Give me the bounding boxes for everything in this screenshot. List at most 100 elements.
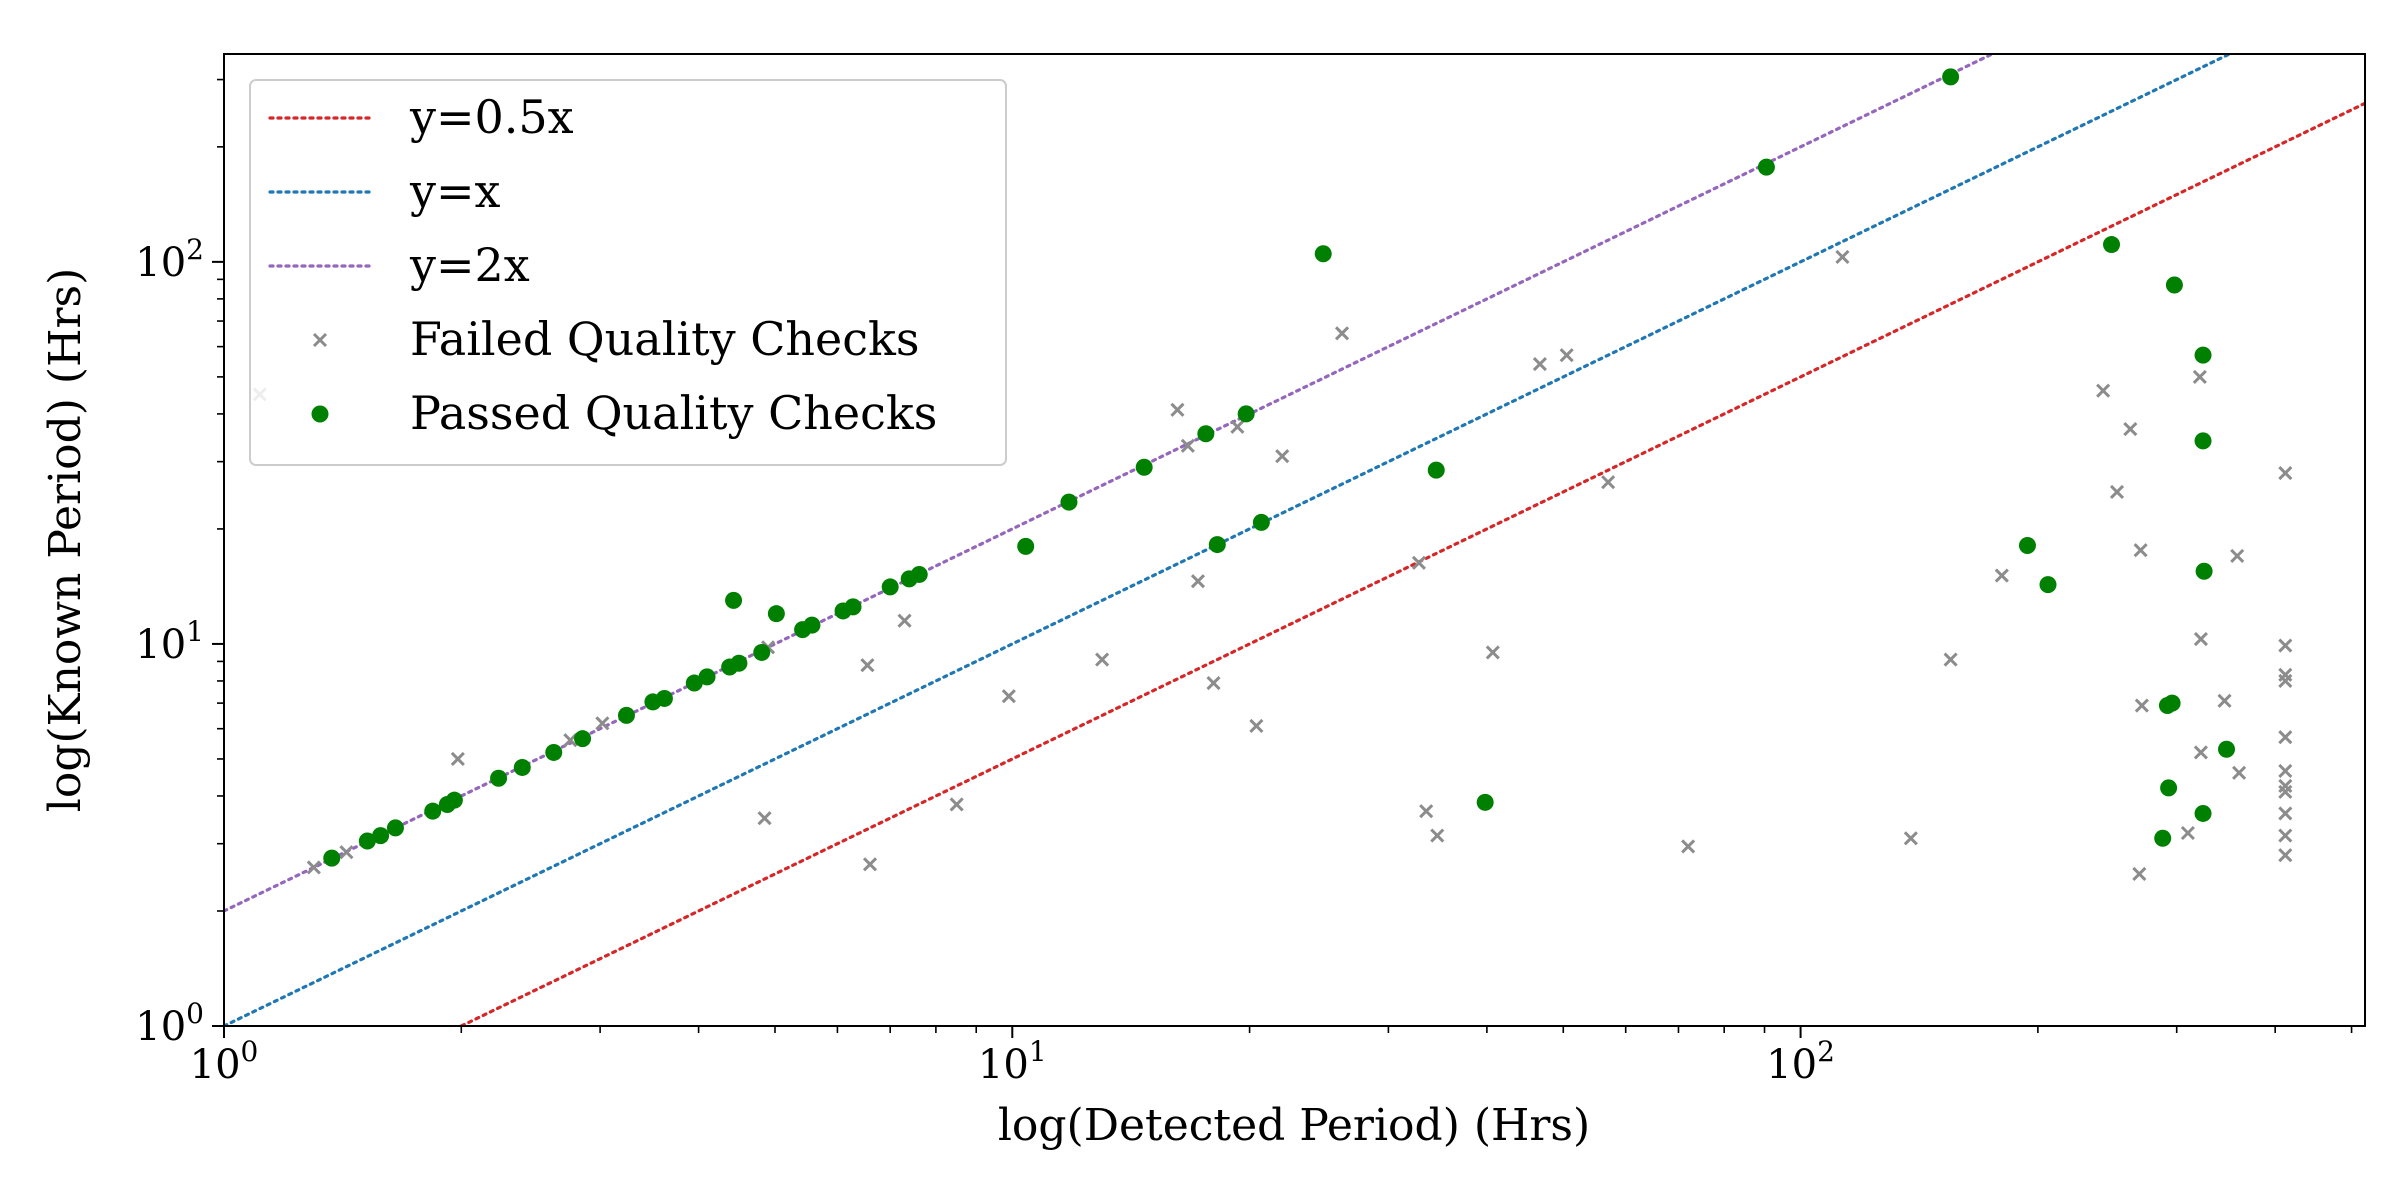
passed-point bbox=[910, 565, 928, 583]
passed-point bbox=[1208, 536, 1226, 554]
failed-point bbox=[2278, 778, 2293, 793]
legend: y=0.5x y=x y=2x Failed Quality Checks Passed… bbox=[249, 79, 1007, 466]
passed-point bbox=[2194, 804, 2212, 822]
passed-point bbox=[803, 616, 821, 634]
failed-point bbox=[1532, 357, 1547, 372]
failed-point bbox=[2232, 765, 2247, 780]
passed-point bbox=[698, 668, 716, 686]
x-axis-label: log(Detected Period) (Hrs) bbox=[998, 1100, 1590, 1151]
failed-point bbox=[1180, 438, 1195, 453]
failed-point bbox=[2230, 548, 2245, 563]
failed-point bbox=[563, 733, 578, 748]
passed-point bbox=[2165, 276, 2183, 294]
failed-point bbox=[1903, 831, 1918, 846]
legend-label: Passed Quality Checks bbox=[410, 386, 937, 440]
failed-point bbox=[450, 751, 465, 767]
failed-point bbox=[2278, 828, 2293, 843]
passed-point bbox=[1060, 493, 1078, 511]
passed-point bbox=[2218, 740, 2236, 758]
legend-label: y=2x bbox=[409, 238, 530, 292]
failed-point bbox=[2193, 631, 2208, 647]
failed-point bbox=[1835, 249, 1850, 265]
failed-point bbox=[2133, 543, 2148, 558]
passed-point bbox=[574, 730, 592, 748]
passed-point bbox=[2160, 779, 2178, 797]
failed-point bbox=[862, 857, 878, 872]
failed-point bbox=[897, 613, 912, 628]
passed-point bbox=[2154, 829, 2172, 847]
failed-point bbox=[1994, 568, 2009, 583]
failed-point bbox=[2096, 383, 2111, 398]
x-tick-label: 100 bbox=[190, 1035, 259, 1088]
passed-point bbox=[513, 758, 531, 776]
passed-point bbox=[1476, 793, 1494, 811]
failed-point bbox=[306, 860, 321, 875]
legend-label: y=x bbox=[409, 164, 501, 218]
failed-point bbox=[2123, 422, 2138, 437]
legend-passed-marker bbox=[311, 405, 329, 423]
passed-point bbox=[2018, 536, 2036, 554]
y-axis-label: log(Known Period) (Hrs) bbox=[40, 268, 91, 812]
passed-point bbox=[2194, 346, 2212, 364]
scatter-points bbox=[252, 68, 2293, 882]
failed-point bbox=[1411, 555, 1427, 570]
failed-point bbox=[2278, 848, 2293, 863]
passed-point bbox=[445, 791, 463, 809]
failed-point bbox=[1430, 828, 1445, 843]
passed-point bbox=[685, 674, 703, 692]
failed-point bbox=[2278, 466, 2293, 481]
failed-point bbox=[339, 845, 354, 860]
failed-point bbox=[2132, 866, 2147, 882]
passed-point bbox=[372, 827, 390, 845]
passed-point bbox=[2163, 694, 2181, 712]
failed-point bbox=[2278, 638, 2293, 653]
failed-point bbox=[595, 716, 610, 731]
failed-point bbox=[2192, 369, 2207, 384]
legend-label: y=0.5x bbox=[409, 90, 574, 144]
failed-point bbox=[1681, 839, 1696, 854]
failed-point bbox=[1230, 419, 1245, 434]
failed-point bbox=[2109, 484, 2125, 499]
passed-point bbox=[1017, 537, 1035, 555]
y-tick-label: 102 bbox=[135, 233, 204, 286]
passed-point bbox=[617, 706, 635, 724]
reference-line-0 bbox=[457, 101, 2365, 1026]
failed-point bbox=[2278, 806, 2293, 821]
failed-point bbox=[1943, 652, 1958, 667]
passed-point bbox=[1252, 513, 1270, 531]
passed-point bbox=[1757, 158, 1775, 176]
passed-point bbox=[2195, 562, 2213, 580]
passed-point bbox=[655, 689, 673, 707]
plot-frame bbox=[223, 53, 2366, 1027]
passed-point bbox=[767, 605, 785, 623]
failed-point bbox=[1334, 326, 1350, 341]
axis-ticks: 100 101 102 100 101 102 bbox=[135, 78, 2353, 1088]
reference-line-1 bbox=[224, 54, 2234, 1026]
passed-point bbox=[1237, 405, 1255, 423]
failed-point bbox=[2278, 667, 2293, 682]
passed-point bbox=[2194, 432, 2212, 450]
failed-point bbox=[1206, 675, 1221, 691]
passed-point bbox=[1314, 245, 1332, 263]
passed-point bbox=[490, 769, 508, 787]
passed-point bbox=[725, 591, 743, 609]
passed-point bbox=[323, 849, 341, 867]
failed-point bbox=[1249, 718, 1264, 734]
failed-point bbox=[1190, 574, 1206, 589]
legend-label: Failed Quality Checks bbox=[410, 312, 920, 366]
failed-point bbox=[1170, 402, 1185, 417]
failed-point bbox=[1559, 348, 1574, 363]
failed-point bbox=[1095, 652, 1110, 667]
passed-point bbox=[1197, 425, 1215, 443]
y-tick-label: 100 bbox=[135, 997, 204, 1050]
failed-point bbox=[860, 658, 875, 673]
x-tick-label: 101 bbox=[978, 1035, 1047, 1088]
failed-point bbox=[1419, 804, 1434, 819]
failed-point bbox=[1485, 645, 1500, 660]
passed-point bbox=[424, 802, 442, 820]
failed-point bbox=[1601, 475, 1616, 490]
failed-point bbox=[949, 797, 964, 812]
passed-point bbox=[545, 743, 563, 761]
passed-point bbox=[2103, 236, 2121, 254]
